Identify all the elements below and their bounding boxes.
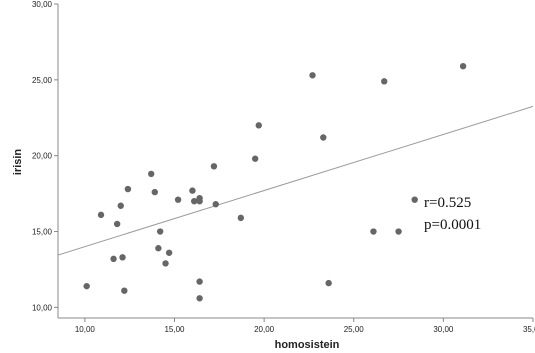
data-point bbox=[174, 196, 182, 203]
data-point bbox=[113, 220, 121, 228]
data-point bbox=[320, 134, 327, 141]
data-point bbox=[110, 255, 117, 263]
y-tick-label: 30,00 bbox=[32, 0, 53, 9]
x-axis-title: homosistein bbox=[275, 339, 340, 351]
data-point bbox=[124, 185, 132, 193]
y-tick-label: 25,00 bbox=[32, 76, 53, 85]
data-point bbox=[210, 163, 218, 170]
data-point bbox=[162, 260, 169, 267]
x-axis: 10,00 15,00 20,00 25,00 30,00 35,00 bbox=[58, 317, 535, 334]
data-point bbox=[83, 282, 90, 290]
data-point bbox=[411, 196, 418, 203]
correlation-annotation: r=0.525 bbox=[424, 195, 471, 211]
y-tick-label: 10,00 bbox=[32, 303, 53, 312]
data-point bbox=[309, 72, 316, 79]
y-tick-label: 15,00 bbox=[32, 228, 53, 237]
data-point bbox=[155, 245, 162, 252]
data-point bbox=[370, 228, 377, 235]
data-point bbox=[148, 170, 155, 178]
data-point bbox=[165, 249, 173, 256]
data-point bbox=[395, 228, 402, 235]
y-axis-title: irisin bbox=[12, 149, 24, 176]
data-point bbox=[156, 228, 164, 235]
data-point bbox=[255, 122, 262, 129]
data-point bbox=[381, 78, 388, 85]
x-tick-label: 30,00 bbox=[433, 325, 454, 334]
data-point bbox=[121, 287, 128, 294]
data-point bbox=[191, 197, 198, 205]
y-tick-label: 20,00 bbox=[32, 152, 53, 161]
data-point bbox=[325, 279, 332, 287]
data-point bbox=[212, 201, 219, 208]
data-point bbox=[196, 278, 203, 285]
data-point bbox=[97, 211, 105, 219]
data-points bbox=[83, 62, 467, 302]
data-point bbox=[119, 254, 126, 261]
data-point bbox=[189, 187, 196, 194]
data-point bbox=[459, 62, 467, 70]
data-point bbox=[117, 202, 124, 209]
x-tick-label: 25,00 bbox=[344, 325, 365, 334]
data-point bbox=[196, 197, 203, 205]
x-tick-label: 10,00 bbox=[75, 325, 96, 334]
data-point bbox=[151, 188, 158, 196]
x-tick-label: 15,00 bbox=[164, 325, 185, 334]
p-value-annotation: p=0.0001 bbox=[424, 217, 481, 233]
y-axis: 10,00 15,00 20,00 25,00 30,00 bbox=[32, 0, 59, 318]
data-point bbox=[251, 155, 259, 162]
regression-line-group bbox=[57, 105, 534, 256]
regression-line bbox=[57, 105, 534, 256]
data-point bbox=[237, 214, 245, 222]
x-tick-label: 35,00 bbox=[523, 325, 535, 334]
x-tick-label: 20,00 bbox=[254, 325, 275, 334]
data-point bbox=[196, 295, 203, 302]
